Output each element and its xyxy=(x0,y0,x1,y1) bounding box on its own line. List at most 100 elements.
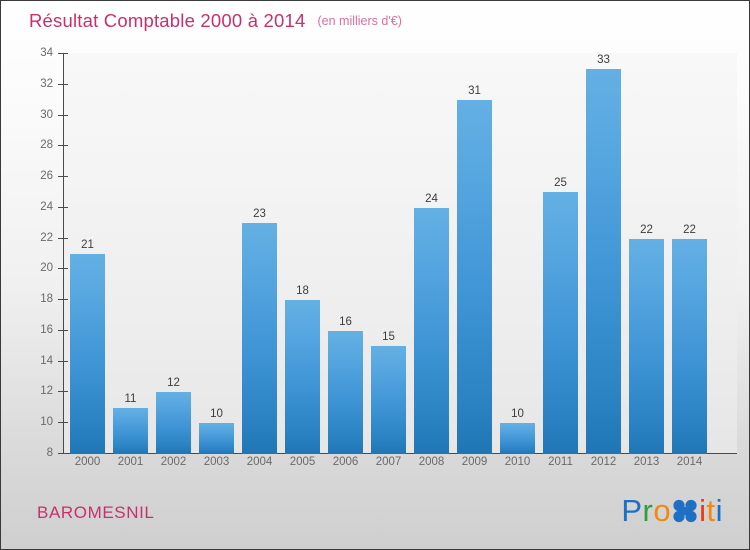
bar-group[interactable]: 24 xyxy=(410,53,453,454)
y-axis-tick-label: 26 xyxy=(40,170,53,183)
bar[interactable] xyxy=(285,300,320,454)
y-axis-tick-label: 32 xyxy=(40,77,53,90)
y-axis-tick-mark xyxy=(58,299,68,301)
y-axis-tick-label: 12 xyxy=(40,385,53,398)
bar[interactable] xyxy=(414,207,449,454)
proxiti-logo[interactable]: P r o i t i xyxy=(621,493,723,529)
bar[interactable] xyxy=(199,423,234,454)
footer: BAROMESNIL P r o i t i xyxy=(1,477,749,549)
y-axis-tick-mark xyxy=(58,206,68,208)
x-axis-tick-label: 2009 xyxy=(461,456,488,468)
bar-group[interactable]: 31 xyxy=(453,53,496,454)
bar[interactable] xyxy=(156,392,191,454)
x-axis-tick-label: 2002 xyxy=(160,456,187,468)
x-axis-labels: 2000 2001 2002 2003 2004 2005 2006 2007 2008 2009… xyxy=(64,456,737,476)
x-axis-tick-label: 2004 xyxy=(246,456,273,468)
y-axis-tick-mark xyxy=(58,268,68,270)
y-axis-tick-label: 20 xyxy=(40,262,53,275)
bar-group[interactable]: 25 xyxy=(539,53,582,454)
bar-value-label: 10 xyxy=(511,408,524,421)
bar-group[interactable]: 22 xyxy=(668,53,711,454)
bar-value-label: 21 xyxy=(81,239,94,251)
bar-value-label: 25 xyxy=(554,177,567,190)
logo-letter-i1: i xyxy=(699,493,707,528)
y-axis-tick-mark xyxy=(58,391,68,393)
y-axis-tick-label: 24 xyxy=(40,200,53,213)
y-axis-tick-mark xyxy=(58,114,68,116)
y-axis-tick-mark xyxy=(58,237,68,239)
bar[interactable] xyxy=(457,100,492,454)
logo-letter-p: P xyxy=(621,493,643,528)
y-axis-tick-mark xyxy=(58,176,68,178)
bar-value-label: 33 xyxy=(597,54,610,67)
logo-letter-i2: i xyxy=(715,493,723,528)
x-axis-tick-label: 2006 xyxy=(332,456,359,468)
y-axis-tick-mark xyxy=(58,422,68,424)
bar-group[interactable]: 10 xyxy=(496,53,539,454)
y-axis-tick-mark xyxy=(58,453,68,454)
bar[interactable] xyxy=(586,69,621,454)
bar[interactable] xyxy=(500,423,535,454)
y-axis-tick-label: 34 xyxy=(40,47,53,59)
x-axis-tick-label: 2014 xyxy=(676,456,703,468)
bar-group[interactable]: 18 xyxy=(281,53,324,454)
bar-group[interactable]: 22 xyxy=(625,53,668,454)
bar-value-label: 12 xyxy=(167,377,180,390)
bar-group[interactable]: 16 xyxy=(324,53,367,454)
chart-units-subtitle: (en milliers d'€) xyxy=(317,14,402,28)
x-axis-tick-label: 2005 xyxy=(289,456,316,468)
bar[interactable] xyxy=(70,254,105,454)
y-axis-tick-mark xyxy=(58,329,68,331)
y-axis-labels: 8 10 12 14 16 18 20 22 24 26 28 30 32 34 xyxy=(1,1,53,549)
bar-group[interactable]: 21 xyxy=(66,53,109,454)
bar[interactable] xyxy=(629,238,664,454)
bar-value-label: 23 xyxy=(253,208,266,221)
y-axis-line xyxy=(63,53,64,454)
page-title: Résultat Comptable 2000 à 2014 xyxy=(29,10,306,31)
bars-container: 21 11 12 10 23 18 16 15 24 31 10 25 33 22 22 xyxy=(64,53,737,454)
y-axis-tick-label: 14 xyxy=(40,354,53,367)
bar[interactable] xyxy=(113,407,148,454)
bar-value-label: 11 xyxy=(124,392,137,405)
bar-group[interactable]: 15 xyxy=(367,53,410,454)
logo-letter-r: r xyxy=(642,493,654,528)
x-axis-tick-label: 2012 xyxy=(590,456,617,468)
y-axis-tick-label: 16 xyxy=(40,323,53,336)
bar-group[interactable]: 33 xyxy=(582,53,625,454)
bar[interactable] xyxy=(328,330,363,454)
logo-letter-t: t xyxy=(706,493,716,528)
bar-value-label: 24 xyxy=(425,192,438,205)
x-axis-tick-label: 2010 xyxy=(504,456,531,468)
butterfly-x-icon xyxy=(672,498,698,524)
bar-group[interactable]: 10 xyxy=(195,53,238,454)
commune-name: BAROMESNIL xyxy=(37,503,155,522)
y-axis-tick-label: 28 xyxy=(40,139,53,152)
bar-group[interactable]: 12 xyxy=(152,53,195,454)
bar[interactable] xyxy=(242,223,277,454)
bar-value-label: 15 xyxy=(382,331,395,344)
x-axis-tick-label: 2011 xyxy=(548,456,573,468)
x-axis-tick-label: 2001 xyxy=(117,456,144,468)
y-axis-tick-label: 8 xyxy=(46,447,53,459)
bar-group[interactable]: 23 xyxy=(238,53,281,454)
bar-value-label: 16 xyxy=(339,315,352,328)
bar[interactable] xyxy=(543,192,578,454)
bar-value-label: 22 xyxy=(683,223,696,236)
chart-header: Résultat Comptable 2000 à 2014 (en milli… xyxy=(1,1,749,41)
bar[interactable] xyxy=(371,346,406,454)
y-axis-tick-mark xyxy=(58,53,68,54)
y-axis-tick-label: 22 xyxy=(40,231,53,244)
bar-value-label: 31 xyxy=(468,85,481,98)
logo-letter-o: o xyxy=(653,493,672,528)
y-axis-tick-mark xyxy=(58,145,68,147)
bar[interactable] xyxy=(672,238,707,454)
x-axis-tick-label: 2008 xyxy=(418,456,445,468)
y-axis-tick-label: 18 xyxy=(40,293,53,306)
x-axis-tick-label: 2003 xyxy=(203,456,230,468)
bar-group[interactable]: 11 xyxy=(109,53,152,454)
y-axis-tick-mark xyxy=(58,360,68,362)
bar-value-label: 10 xyxy=(210,408,223,421)
y-axis-tick-label: 10 xyxy=(40,416,53,429)
y-axis-tick-label: 30 xyxy=(40,108,53,121)
